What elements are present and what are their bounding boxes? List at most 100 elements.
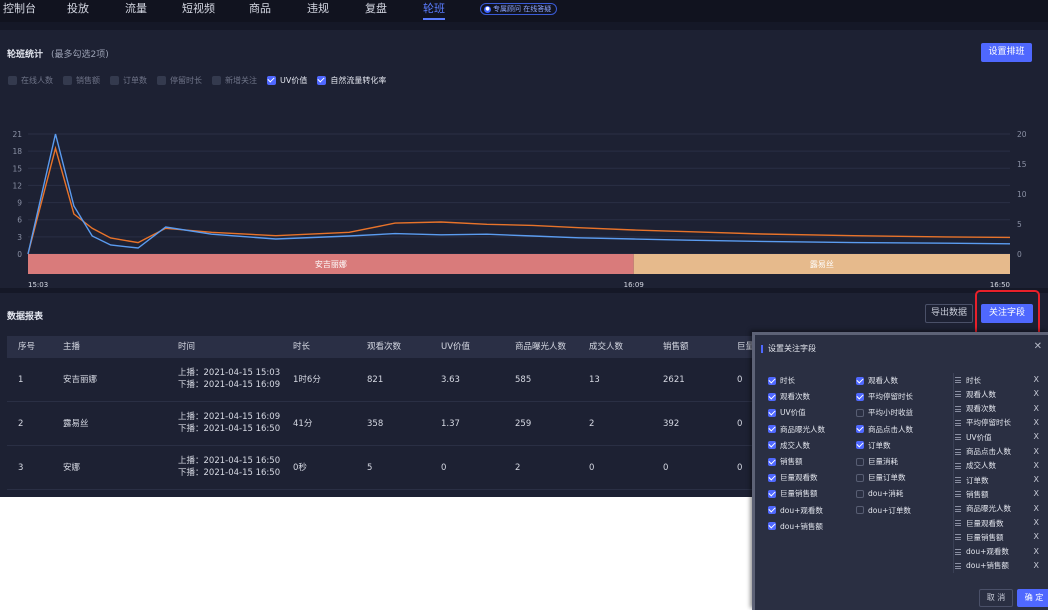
field-option[interactable]: dou+观看数: [768, 505, 823, 516]
drag-handle-icon[interactable]: [955, 505, 961, 512]
focus-fields-button[interactable]: 关注字段: [981, 304, 1033, 323]
field-option[interactable]: 巨量销售额: [768, 488, 818, 499]
drag-handle-icon[interactable]: [955, 548, 961, 555]
remove-icon[interactable]: X: [1033, 417, 1039, 427]
selected-field[interactable]: 商品曝光人数 X: [955, 502, 1045, 516]
remove-icon[interactable]: X: [1033, 389, 1039, 399]
field-option-label: 巨量订单数: [868, 473, 906, 483]
legend-item[interactable]: 订单数: [110, 75, 147, 86]
field-option[interactable]: 平均停留时长: [856, 391, 913, 402]
selected-field[interactable]: 巨量观看数 X: [955, 516, 1045, 530]
remove-icon[interactable]: X: [1033, 518, 1039, 527]
checkbox-icon: [768, 441, 776, 450]
checkbox-icon: [856, 376, 864, 385]
drag-handle-icon[interactable]: [955, 520, 961, 526]
drag-handle-icon[interactable]: [955, 434, 961, 441]
x-tick: 15:03: [28, 281, 48, 288]
remove-icon[interactable]: X: [1033, 546, 1039, 556]
field-option[interactable]: dou+销售额: [768, 521, 823, 532]
export-data-button[interactable]: 导出数据: [925, 304, 973, 323]
field-option-label: dou+销售额: [780, 521, 823, 531]
legend-item[interactable]: 新增关注: [212, 75, 257, 86]
close-icon[interactable]: ✕: [1033, 341, 1042, 352]
drag-handle-icon[interactable]: [955, 562, 961, 569]
nav-item-goods[interactable]: 商品: [249, 2, 271, 15]
nav-item-traffic[interactable]: 流量: [125, 2, 147, 15]
selected-field[interactable]: 时长 X: [955, 373, 1045, 387]
drag-handle-icon[interactable]: [955, 491, 961, 498]
legend-item[interactable]: 停留时长: [157, 75, 202, 86]
nav-item-ads[interactable]: 投放: [67, 2, 89, 15]
modal-title: 设置关注字段: [761, 343, 816, 354]
advisor-badge-label: 专属顾问 在线答疑: [493, 5, 552, 13]
nav-item-console[interactable]: 控制台: [3, 2, 36, 15]
cancel-button[interactable]: 取 消: [979, 589, 1013, 607]
selected-field[interactable]: dou+销售额 X: [955, 559, 1045, 573]
y-left-tick: 21: [12, 130, 22, 139]
selected-field[interactable]: 成交人数 X: [955, 459, 1045, 473]
remove-icon[interactable]: X: [1033, 475, 1039, 485]
app-window: 控制台 投放 流量 短视频 商品 违规 复盘 轮班 ● 专属顾问 在线答疑 轮班…: [0, 0, 1048, 497]
legend-item[interactable]: 销售额: [63, 75, 100, 86]
field-option[interactable]: 巨量观看数: [768, 472, 818, 483]
y-left-tick: 9: [17, 199, 22, 208]
legend-item[interactable]: 在线人数: [8, 75, 53, 86]
drag-handle-icon[interactable]: [955, 405, 961, 412]
remove-icon[interactable]: X: [1033, 503, 1039, 513]
selected-field[interactable]: 平均停留时长 X: [955, 416, 1045, 430]
field-option[interactable]: 时长: [768, 375, 795, 386]
remove-icon[interactable]: X: [1033, 489, 1039, 499]
field-option[interactable]: 商品曝光人数: [768, 424, 825, 435]
confirm-button[interactable]: 确 定: [1017, 589, 1048, 607]
drag-handle-icon[interactable]: [955, 534, 961, 541]
remove-icon[interactable]: X: [1033, 446, 1039, 456]
field-option[interactable]: 巨量订单数: [856, 472, 906, 483]
selected-field[interactable]: 商品点击人数 X: [955, 445, 1045, 459]
field-option[interactable]: 销售额: [768, 456, 803, 467]
selected-field[interactable]: 巨量销售额 X: [955, 530, 1045, 544]
field-option[interactable]: dou+消耗: [856, 488, 903, 499]
selected-field[interactable]: dou+观看数 X: [955, 545, 1045, 559]
field-option[interactable]: 巨量消耗: [856, 456, 898, 467]
y-left-tick: 0: [17, 250, 22, 259]
drag-handle-icon[interactable]: [955, 377, 961, 383]
drag-handle-icon[interactable]: [955, 462, 961, 469]
nav-item-video[interactable]: 短视频: [182, 2, 215, 15]
table-row[interactable]: 3 安娜 上播：2021-04-15 16:50 下播：2021-04-15 16:5…: [7, 446, 1048, 490]
nav-item-violation[interactable]: 违规: [307, 2, 329, 15]
selected-field[interactable]: 订单数 X: [955, 473, 1045, 487]
field-option-label: 观看次数: [780, 392, 810, 402]
remove-icon[interactable]: X: [1033, 375, 1039, 384]
selected-field[interactable]: 观看人数 X: [955, 387, 1045, 401]
set-shift-button[interactable]: 设置排班: [981, 43, 1032, 62]
remove-icon[interactable]: X: [1033, 460, 1039, 470]
nav-item-review[interactable]: 复盘: [365, 2, 387, 15]
field-option[interactable]: 商品点击人数: [856, 424, 913, 435]
field-option[interactable]: 观看人数: [856, 375, 898, 386]
field-option[interactable]: UV价值: [768, 407, 806, 418]
field-option[interactable]: 订单数: [856, 440, 891, 451]
checkbox-icon: [768, 522, 776, 531]
drag-handle-icon[interactable]: [955, 448, 961, 455]
table-row[interactable]: 2 露易丝 上播：2021-04-15 16:09 下播：2021-04-15 16:…: [7, 402, 1048, 446]
remove-icon[interactable]: X: [1033, 532, 1039, 542]
remove-icon[interactable]: X: [1033, 560, 1039, 570]
selected-field[interactable]: 观看次数 X: [955, 402, 1045, 416]
remove-icon[interactable]: X: [1033, 432, 1039, 442]
legend-item[interactable]: UV价值: [267, 75, 307, 86]
field-option[interactable]: 平均小时收益: [856, 407, 913, 418]
selected-field[interactable]: UV价值 X: [955, 430, 1045, 444]
drag-handle-icon[interactable]: [955, 391, 961, 398]
selected-field[interactable]: 销售额 X: [955, 487, 1045, 501]
table-row[interactable]: 1 安吉丽娜 上播：2021-04-15 15:03 下播：2021-04-15 16…: [7, 358, 1048, 402]
field-option[interactable]: 观看次数: [768, 391, 810, 402]
field-option[interactable]: 成交人数: [768, 440, 810, 451]
drag-handle-icon[interactable]: [955, 477, 961, 484]
remove-icon[interactable]: X: [1033, 403, 1039, 413]
report-title: 数据报表: [7, 312, 44, 322]
field-option[interactable]: dou+订单数: [856, 505, 911, 516]
drag-handle-icon[interactable]: [955, 419, 961, 426]
legend-item[interactable]: 自然流量转化率: [317, 75, 386, 86]
advisor-badge[interactable]: ● 专属顾问 在线答疑: [480, 3, 558, 15]
nav-item-shift[interactable]: 轮班: [423, 0, 445, 22]
